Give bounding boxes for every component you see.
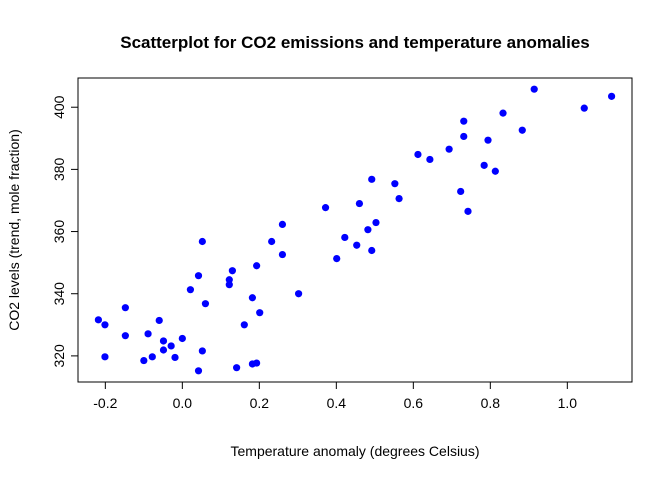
data-point [155, 316, 163, 325]
data-points [94, 85, 616, 375]
data-point [460, 117, 468, 125]
data-point [321, 204, 330, 212]
data-point [248, 294, 257, 302]
data-point [278, 220, 287, 229]
data-point [491, 167, 499, 175]
x-tick-label: 0.6 [404, 395, 424, 411]
data-point [268, 237, 276, 246]
data-point [225, 276, 233, 284]
y-tick-label: 340 [51, 282, 67, 306]
data-point [372, 218, 380, 227]
data-point [464, 207, 472, 215]
data-point [194, 272, 203, 280]
data-point [94, 316, 103, 324]
data-point [171, 353, 179, 362]
data-point [518, 126, 526, 134]
data-point [426, 155, 434, 164]
data-point [499, 109, 507, 117]
data-point [460, 132, 468, 141]
x-tick-label: -0.2 [93, 395, 117, 411]
data-point [121, 304, 129, 312]
data-point [341, 233, 349, 242]
data-point [353, 241, 361, 249]
data-point [355, 199, 364, 208]
data-point [228, 267, 236, 275]
x-tick-label: 0.8 [481, 395, 501, 411]
data-point [198, 237, 206, 246]
plot-frame [77, 77, 633, 383]
data-point [101, 321, 109, 329]
x-tick-label: 0.4 [327, 395, 347, 411]
data-point [484, 136, 492, 144]
data-point [233, 364, 241, 372]
data-point [144, 330, 152, 338]
data-point [240, 321, 248, 329]
data-point [159, 337, 168, 345]
data-point [368, 246, 376, 255]
chart-title: Scatterplot for CO2 emissions and temper… [120, 33, 590, 52]
y-axis-label: CO2 levels (trend, mole fraction) [6, 129, 22, 331]
data-point [194, 367, 203, 375]
data-point [414, 150, 422, 159]
data-point [256, 309, 264, 317]
data-point [253, 262, 261, 270]
data-point [201, 300, 210, 308]
data-point [121, 332, 129, 340]
data-point [253, 359, 261, 367]
data-point [580, 104, 588, 112]
data-point [167, 342, 175, 350]
data-point [530, 85, 538, 93]
data-point [278, 250, 287, 259]
data-point [391, 180, 399, 188]
data-point [294, 290, 303, 298]
data-point [457, 187, 465, 196]
data-point [480, 161, 488, 169]
y-tick-label: 400 [51, 95, 67, 119]
data-point [140, 356, 148, 365]
y-tick-label: 380 [51, 157, 67, 181]
data-point [186, 286, 195, 294]
data-point [159, 346, 168, 354]
data-point [101, 353, 109, 361]
data-point [607, 92, 616, 100]
x-tick-label: 0.2 [250, 395, 270, 411]
x-axis-label: Temperature anomaly (degrees Celsius) [231, 443, 480, 459]
data-point [178, 334, 186, 343]
data-point [148, 353, 156, 361]
data-point [225, 281, 233, 289]
data-point [333, 254, 341, 263]
y-tick-label: 320 [51, 344, 67, 368]
data-point [364, 226, 372, 234]
x-axis: -0.2 0.0 0.2 0.4 0.6 0.8 1.0 [93, 381, 578, 411]
y-axis: 320 340 360 380 400 [51, 95, 79, 368]
data-point [198, 347, 206, 355]
y-tick-label: 360 [51, 220, 67, 244]
data-point [368, 175, 376, 183]
data-point [445, 145, 453, 153]
x-tick-label: 0.0 [173, 395, 193, 411]
x-tick-label: 1.0 [558, 395, 578, 411]
data-point [395, 195, 403, 203]
